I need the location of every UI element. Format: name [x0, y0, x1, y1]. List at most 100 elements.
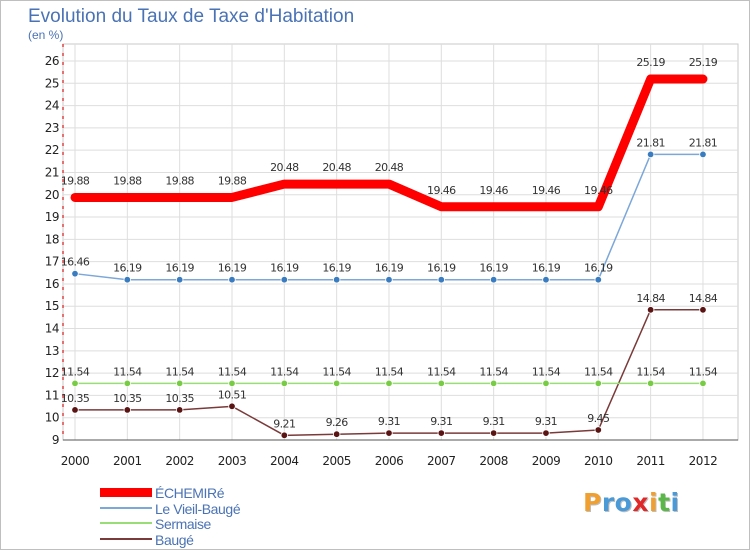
data-label: 19.88 — [61, 174, 90, 187]
data-label: 11.54 — [532, 365, 561, 378]
data-label: 10.35 — [113, 392, 142, 405]
y-tick-label: 20 — [45, 188, 59, 202]
x-tick-label: 2004 — [270, 454, 299, 468]
data-label: 19.88 — [165, 174, 194, 187]
data-label: 11.54 — [218, 365, 247, 378]
data-point — [332, 379, 341, 388]
data-point — [437, 429, 446, 437]
y-tick-label: 17 — [45, 255, 59, 269]
data-point — [280, 276, 289, 284]
data-label: 11.54 — [61, 365, 90, 378]
data-label: 11.54 — [689, 365, 718, 378]
x-tick-label: 2007 — [427, 454, 456, 468]
data-point — [123, 406, 132, 414]
y-tick-label: 14 — [45, 322, 59, 336]
data-label: 11.54 — [636, 365, 665, 378]
data-label: 19.46 — [584, 184, 613, 197]
data-point — [699, 379, 707, 388]
legend-label: Baugé — [155, 531, 194, 548]
y-tick-label: 26 — [45, 54, 59, 68]
data-point — [71, 269, 79, 278]
y-tick-label: 11 — [45, 388, 59, 402]
data-point — [228, 379, 236, 388]
y-tick-label: 18 — [45, 232, 59, 246]
data-label: 11.54 — [479, 365, 508, 378]
data-label: 11.54 — [322, 365, 351, 378]
data-label: 11.54 — [375, 365, 404, 378]
logo-letter: i — [649, 488, 659, 517]
series-line-0 — [70, 74, 708, 212]
data-point — [71, 379, 79, 388]
data-point — [646, 306, 655, 314]
y-tick-label: 9 — [52, 433, 59, 447]
data-label: 9.31 — [483, 415, 505, 428]
data-label: 16.19 — [322, 262, 351, 275]
data-point — [646, 150, 655, 159]
data-label: 16.19 — [165, 262, 194, 275]
data-label: 25.19 — [689, 56, 718, 69]
data-label: 16.19 — [532, 262, 561, 275]
logo-letter: t — [658, 488, 671, 517]
data-point — [699, 306, 707, 314]
data-label: 9.31 — [535, 415, 557, 428]
data-point — [385, 276, 393, 284]
proxiti-logo: Proxiti — [583, 488, 680, 517]
data-point — [123, 276, 132, 284]
data-label: 16.19 — [375, 262, 404, 275]
data-label: 21.81 — [636, 136, 665, 149]
data-point — [542, 379, 550, 388]
data-label: 10.35 — [165, 392, 194, 405]
data-label: 16.46 — [61, 256, 90, 269]
logo-letter: P — [583, 488, 602, 517]
y-tick-label: 13 — [45, 344, 59, 358]
data-label: 11.54 — [113, 365, 142, 378]
data-label: 16.19 — [270, 262, 299, 275]
chart-subtitle: (en %) — [28, 28, 64, 42]
data-label: 9.26 — [326, 416, 349, 429]
logo-letter: r — [601, 488, 615, 517]
data-point — [123, 379, 132, 388]
x-tick-label: 2003 — [218, 454, 247, 468]
data-point — [489, 276, 498, 284]
data-label: 19.88 — [218, 174, 247, 187]
y-tick-label: 19 — [45, 210, 59, 224]
data-label: 9.21 — [273, 417, 295, 430]
legend-label: Sermaise — [155, 516, 211, 532]
y-tick-label: 16 — [45, 277, 59, 291]
data-label: 11.54 — [165, 365, 194, 378]
data-point — [489, 429, 498, 437]
x-tick-label: 2012 — [689, 454, 718, 468]
data-point — [594, 426, 602, 434]
data-label: 10.35 — [61, 392, 90, 405]
data-point — [489, 379, 498, 388]
legend-swatch — [100, 522, 152, 524]
data-point — [594, 276, 602, 284]
data-label: 16.19 — [584, 262, 613, 275]
x-tick-label: 2010 — [584, 454, 613, 468]
data-point — [437, 276, 446, 284]
data-point — [71, 406, 79, 414]
data-label: 11.54 — [270, 365, 299, 378]
data-label: 16.19 — [427, 262, 456, 275]
logo-letter: x — [632, 488, 649, 517]
legend-label: ÉCHEMIRé — [155, 485, 225, 501]
data-point — [542, 429, 550, 437]
data-label: 16.19 — [218, 262, 247, 275]
data-label: 16.19 — [113, 262, 142, 275]
data-label: 19.46 — [479, 184, 508, 197]
x-tick-label: 2009 — [532, 454, 561, 468]
legend-swatch — [100, 506, 152, 509]
data-point — [175, 406, 184, 414]
data-label: 19.88 — [113, 174, 142, 187]
data-label: 9.31 — [430, 415, 452, 428]
x-tick-label: 2011 — [636, 454, 665, 468]
data-label: 9.31 — [378, 415, 400, 428]
data-label: 19.46 — [427, 184, 456, 197]
data-label: 9.45 — [587, 412, 610, 425]
data-point — [280, 379, 289, 388]
data-label: 20.48 — [375, 161, 404, 174]
data-label: 14.84 — [689, 292, 718, 305]
y-tick-label: 12 — [45, 366, 59, 380]
data-point — [228, 276, 236, 284]
